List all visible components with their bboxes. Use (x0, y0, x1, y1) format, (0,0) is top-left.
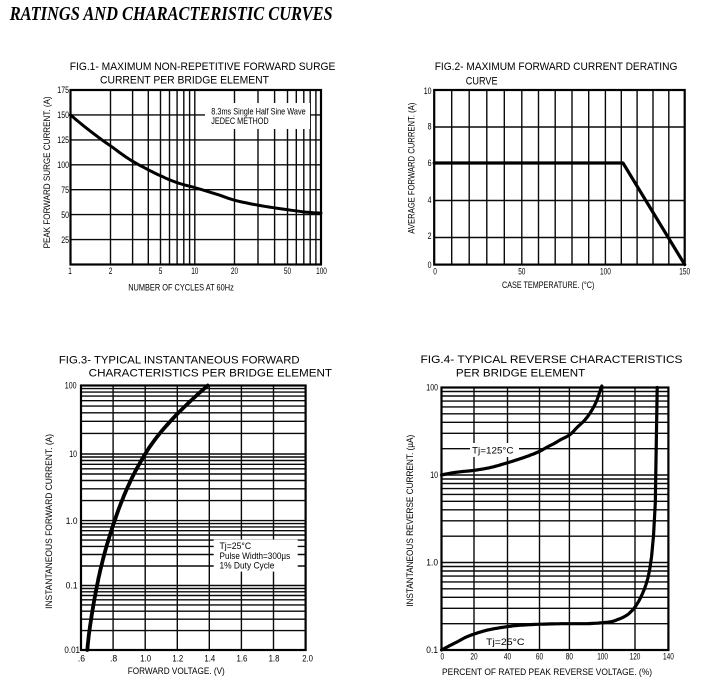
svg-text:FIG.4- TYPICAL REVERSE CHARACT: FIG.4- TYPICAL REVERSE CHARACTERISTICS (421, 354, 683, 366)
svg-text:PER BRIDGE ELEMENT: PER BRIDGE ELEMENT (456, 368, 585, 380)
svg-text:150: 150 (679, 267, 690, 277)
svg-text:CHARACTERISTICS PER BRIDGE ELE: CHARACTERISTICS PER BRIDGE ELEMENT (89, 367, 332, 379)
svg-text:100: 100 (57, 160, 69, 170)
svg-text:.8: .8 (110, 654, 117, 664)
svg-text:PEAK FORWARD SURGE CURRENT. (A: PEAK FORWARD SURGE CURRENT. (A) (42, 96, 52, 248)
svg-text:2: 2 (428, 231, 432, 241)
svg-text:25: 25 (61, 235, 69, 245)
svg-text:175: 175 (57, 85, 69, 95)
svg-text:0.1: 0.1 (66, 581, 78, 591)
svg-text:80: 80 (566, 652, 573, 662)
svg-text:FIG.3- TYPICAL INSTANTANEOUS F: FIG.3- TYPICAL INSTANTANEOUS FORWARD (59, 355, 300, 367)
svg-text:1.8: 1.8 (269, 654, 280, 664)
svg-text:10: 10 (69, 449, 77, 459)
svg-text:JEDEC METHOD: JEDEC METHOD (211, 116, 269, 126)
svg-text:4: 4 (428, 195, 432, 205)
svg-text:INSTANTANEOUS REVERSE CURRENT.: INSTANTANEOUS REVERSE CURRENT. (µA) (405, 435, 415, 607)
svg-text:100: 100 (600, 267, 611, 277)
svg-text:10: 10 (191, 266, 198, 276)
svg-text:NUMBER OF CYCLES AT 60Hz: NUMBER OF CYCLES AT 60Hz (128, 282, 234, 292)
svg-text:1% Duty Cycle: 1% Duty Cycle (220, 561, 275, 571)
svg-text:FORWARD VOLTAGE. (V): FORWARD VOLTAGE. (V) (128, 666, 225, 676)
svg-text:8: 8 (428, 122, 432, 132)
svg-text:0: 0 (441, 652, 445, 662)
svg-text:100: 100 (426, 383, 438, 393)
svg-text:2.0: 2.0 (302, 654, 313, 664)
svg-text:Tj=25°C: Tj=25°C (220, 541, 252, 551)
svg-text:1.2: 1.2 (172, 654, 183, 664)
svg-text:100: 100 (65, 381, 77, 391)
svg-text:CURRENT PER BRIDGE ELEMENT: CURRENT PER BRIDGE ELEMENT (100, 74, 269, 86)
svg-text:100: 100 (316, 266, 327, 276)
svg-text:0.01: 0.01 (64, 645, 80, 655)
svg-text:PERCENT OF RATED PEAK REVERSE: PERCENT OF RATED PEAK REVERSE VOLTAGE. (… (442, 667, 652, 677)
svg-text:1.0: 1.0 (140, 654, 151, 664)
svg-text:.6: .6 (78, 654, 85, 664)
svg-text:50: 50 (284, 266, 291, 276)
svg-text:1.0: 1.0 (66, 516, 78, 526)
svg-text:125: 125 (57, 135, 69, 145)
svg-text:140: 140 (663, 652, 674, 662)
svg-text:0: 0 (433, 267, 437, 277)
svg-text:60: 60 (536, 652, 543, 662)
svg-text:75: 75 (61, 185, 69, 195)
svg-text:2: 2 (109, 266, 113, 276)
svg-text:20: 20 (231, 266, 238, 276)
svg-text:FIG.1- MAXIMUM NON-REPETITIVE: FIG.1- MAXIMUM NON-REPETITIVE FORWARD SU… (70, 61, 336, 73)
svg-text:120: 120 (630, 652, 641, 662)
svg-text:1.6: 1.6 (237, 654, 248, 664)
svg-text:6: 6 (428, 158, 432, 168)
svg-text:Tj=25°C: Tj=25°C (486, 637, 525, 647)
svg-text:150: 150 (57, 110, 69, 120)
svg-text:RATINGS AND CHARACTERISTIC CUR: RATINGS AND CHARACTERISTIC CURVES (9, 3, 333, 25)
svg-text:CASE TEMPERATURE. (°C): CASE TEMPERATURE. (°C) (502, 280, 594, 290)
svg-text:0: 0 (428, 260, 432, 270)
svg-text:Pulse Width=300µs: Pulse Width=300µs (220, 551, 291, 561)
svg-text:CURVE: CURVE (466, 75, 498, 87)
svg-text:Tj=125°C: Tj=125°C (472, 445, 514, 455)
svg-text:20: 20 (470, 652, 477, 662)
svg-text:0.1: 0.1 (426, 645, 438, 655)
svg-text:10: 10 (424, 86, 432, 96)
svg-text:AVERAGE FORWARD CURRENT. (A): AVERAGE FORWARD CURRENT. (A) (407, 103, 417, 234)
svg-text:1.4: 1.4 (204, 654, 215, 664)
svg-text:1: 1 (68, 266, 72, 276)
svg-text:10: 10 (430, 470, 438, 480)
svg-text:40: 40 (504, 652, 511, 662)
svg-text:1.0: 1.0 (426, 558, 438, 568)
svg-text:50: 50 (518, 267, 525, 277)
svg-text:8.3ms Single Half Sine Wave: 8.3ms Single Half Sine Wave (211, 107, 305, 117)
svg-text:FIG.2- MAXIMUM FORWARD CURRENT: FIG.2- MAXIMUM FORWARD CURRENT DERATING (435, 61, 678, 73)
svg-text:INSTANTANEOUS FORWARD CURRENT.: INSTANTANEOUS FORWARD CURRENT. (A) (44, 434, 54, 609)
svg-text:50: 50 (61, 210, 69, 220)
svg-text:5: 5 (159, 266, 163, 276)
svg-text:100: 100 (597, 652, 608, 662)
